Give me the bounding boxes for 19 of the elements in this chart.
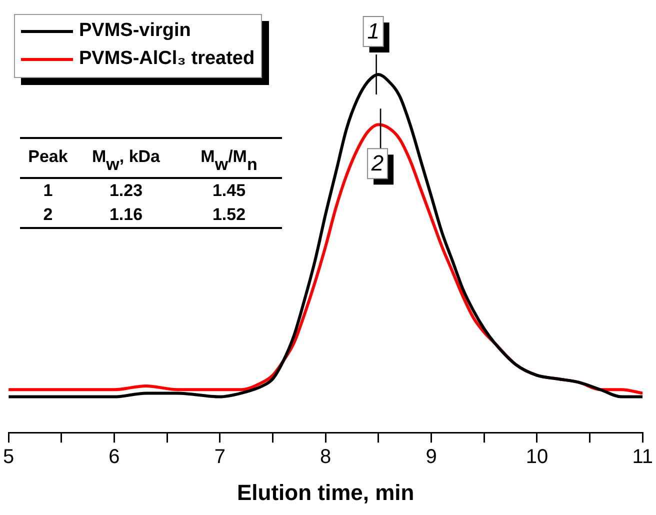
annotation: 1 <box>367 18 380 44</box>
x-tick-label: 11 <box>632 446 653 468</box>
x-tick-label: 7 <box>214 446 226 468</box>
x-tick-label: 5 <box>3 446 14 468</box>
annotation: 1.23 <box>108 181 144 201</box>
x-axis-title: Elution time, min <box>236 480 414 505</box>
annotation: 2 <box>42 205 54 225</box>
annotation: 1.16 <box>108 205 144 225</box>
annotation: Peak <box>27 147 69 167</box>
annotation: 2 <box>370 150 384 176</box>
x-tick-label: 9 <box>426 446 437 468</box>
legend-label: PVMS-AlCl₃ treated <box>79 48 255 70</box>
x-tick-label: 8 <box>320 446 332 468</box>
legend-label: PVMS-virgin <box>79 20 191 42</box>
x-tick-label: 10 <box>526 446 548 468</box>
x-tick-label: 6 <box>108 446 120 468</box>
annotation: 1 <box>42 181 54 201</box>
annotation: 1.45 <box>211 181 247 201</box>
annotation: 1.52 <box>211 205 247 225</box>
